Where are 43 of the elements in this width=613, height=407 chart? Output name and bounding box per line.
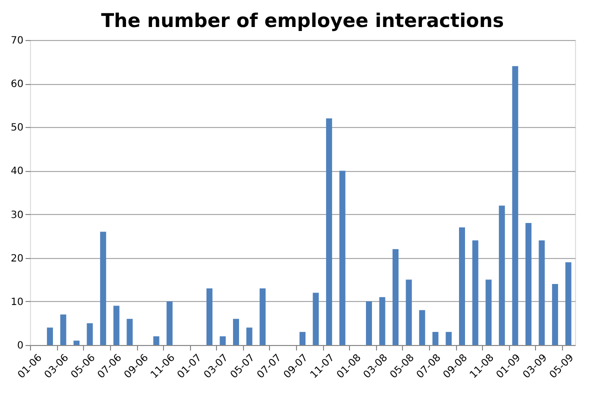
bar <box>339 170 346 345</box>
y-tick-label: 20 <box>10 253 24 264</box>
bar <box>246 328 252 345</box>
bar <box>220 336 226 345</box>
bar <box>366 301 372 345</box>
bar <box>379 297 386 345</box>
y-tick-label: 30 <box>10 210 24 221</box>
bar <box>86 323 93 345</box>
bar <box>432 332 438 345</box>
bar <box>74 340 80 345</box>
y-tick-label: 70 <box>10 36 24 46</box>
bar <box>60 314 66 345</box>
y-tick-label: 10 <box>10 296 24 308</box>
y-tick-label: 0 <box>17 340 24 352</box>
bar <box>446 332 452 345</box>
bar <box>153 336 160 345</box>
bar <box>312 292 319 345</box>
bar <box>498 206 505 345</box>
bar <box>126 318 133 345</box>
y-tick-label: 60 <box>10 79 24 90</box>
bar <box>300 332 306 345</box>
bar <box>565 262 572 345</box>
bar <box>46 328 53 345</box>
bar <box>392 249 399 345</box>
bar <box>472 240 478 345</box>
bar <box>512 66 518 345</box>
bar <box>486 280 492 345</box>
bar <box>406 280 412 345</box>
bar <box>538 240 545 345</box>
bar <box>206 288 212 345</box>
chart-title: The number of employee interactions <box>101 10 504 32</box>
bar <box>166 301 173 345</box>
bar <box>525 223 532 345</box>
bar <box>326 118 332 345</box>
bar <box>100 232 106 345</box>
bar <box>260 288 266 345</box>
bar <box>113 306 120 345</box>
bar <box>552 284 558 345</box>
y-tick-label: 40 <box>10 166 24 178</box>
bar <box>233 318 240 345</box>
y-tick-label: 50 <box>10 122 24 134</box>
bar <box>419 310 426 345</box>
bar <box>459 227 466 345</box>
